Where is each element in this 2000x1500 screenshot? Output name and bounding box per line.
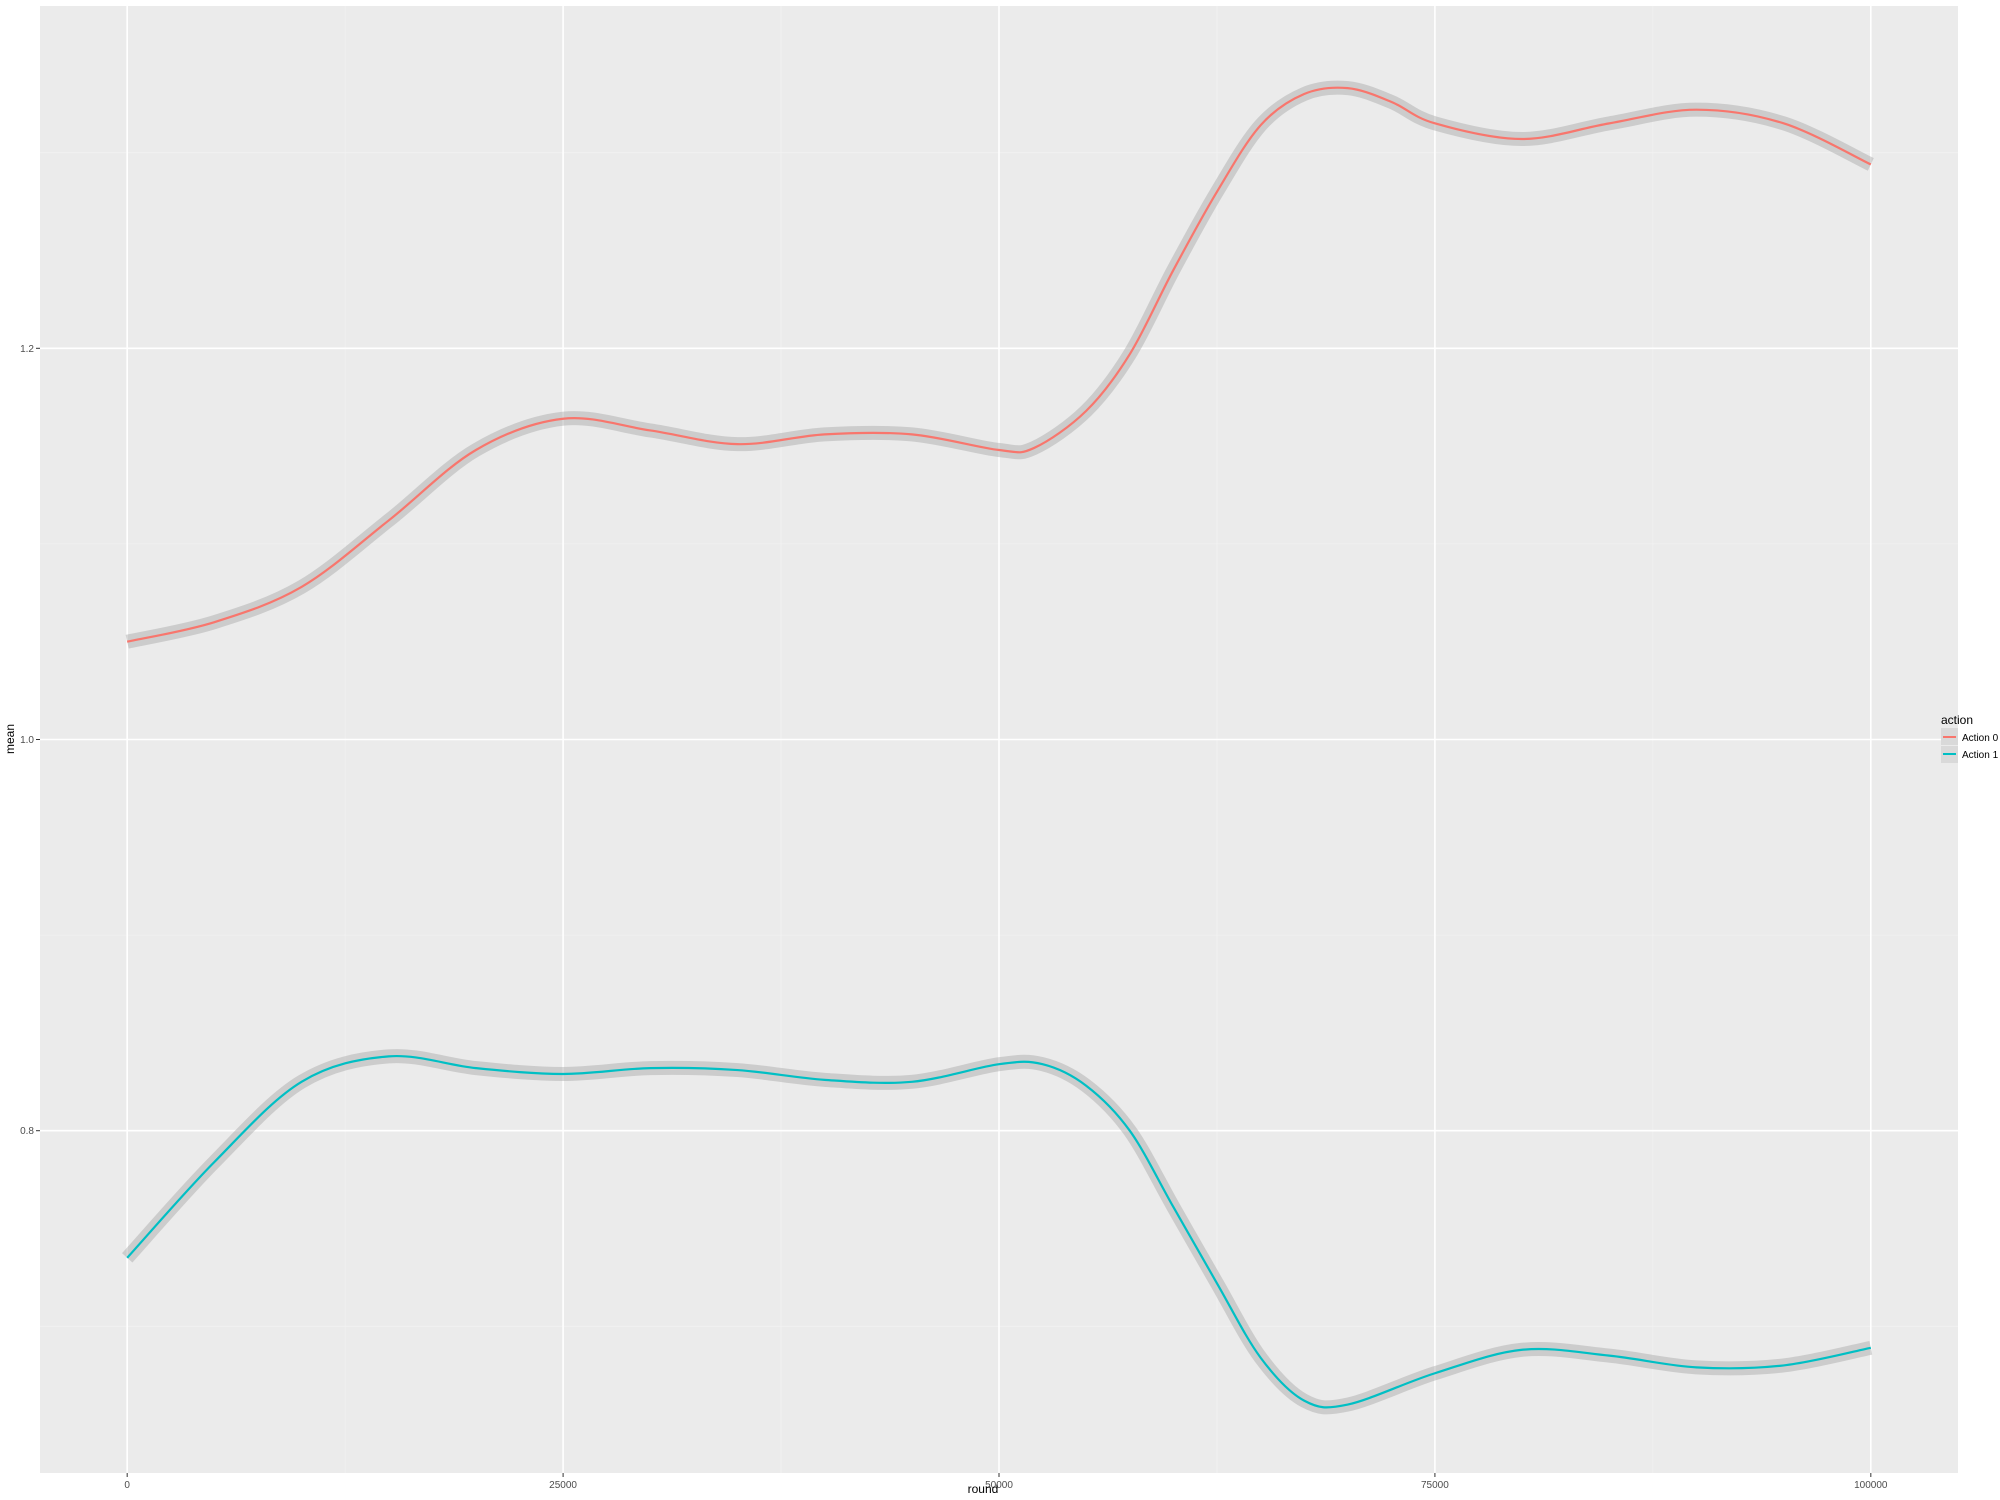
x-tick-label: 25000 (549, 1480, 577, 1491)
x-tick-label: 50000 (985, 1480, 1013, 1491)
series-line-action-0 (126, 86, 1872, 643)
legend-item-action-1: Action 1 (1941, 746, 1999, 763)
x-tick-label: 100000 (1854, 1480, 1888, 1491)
legend-title: action (1941, 713, 1973, 727)
x-tick-label: 75000 (1421, 1480, 1449, 1491)
series-lines (126, 86, 1872, 1409)
series-line-action-1 (126, 1054, 1872, 1409)
legend: action Action 0 Action 1 (1941, 713, 1999, 763)
legend-label-action-0: Action 0 (1962, 733, 1999, 744)
x-axis: 0 25000 50000 75000 100000 (124, 1473, 1888, 1491)
grid (40, 6, 1958, 1473)
y-axis-title: mean (3, 724, 17, 754)
y-axis: 0.8 1.0 1.2 (20, 344, 40, 1137)
y-tick-label: 0.8 (20, 1126, 34, 1137)
y-tick-label: 1.0 (20, 735, 34, 746)
x-axis-title: round (968, 1482, 999, 1496)
y-tick-label: 1.2 (20, 344, 34, 355)
x-tick-label: 0 (124, 1480, 130, 1491)
legend-item-action-0: Action 0 (1941, 728, 1999, 745)
legend-label-action-1: Action 1 (1962, 750, 1999, 761)
